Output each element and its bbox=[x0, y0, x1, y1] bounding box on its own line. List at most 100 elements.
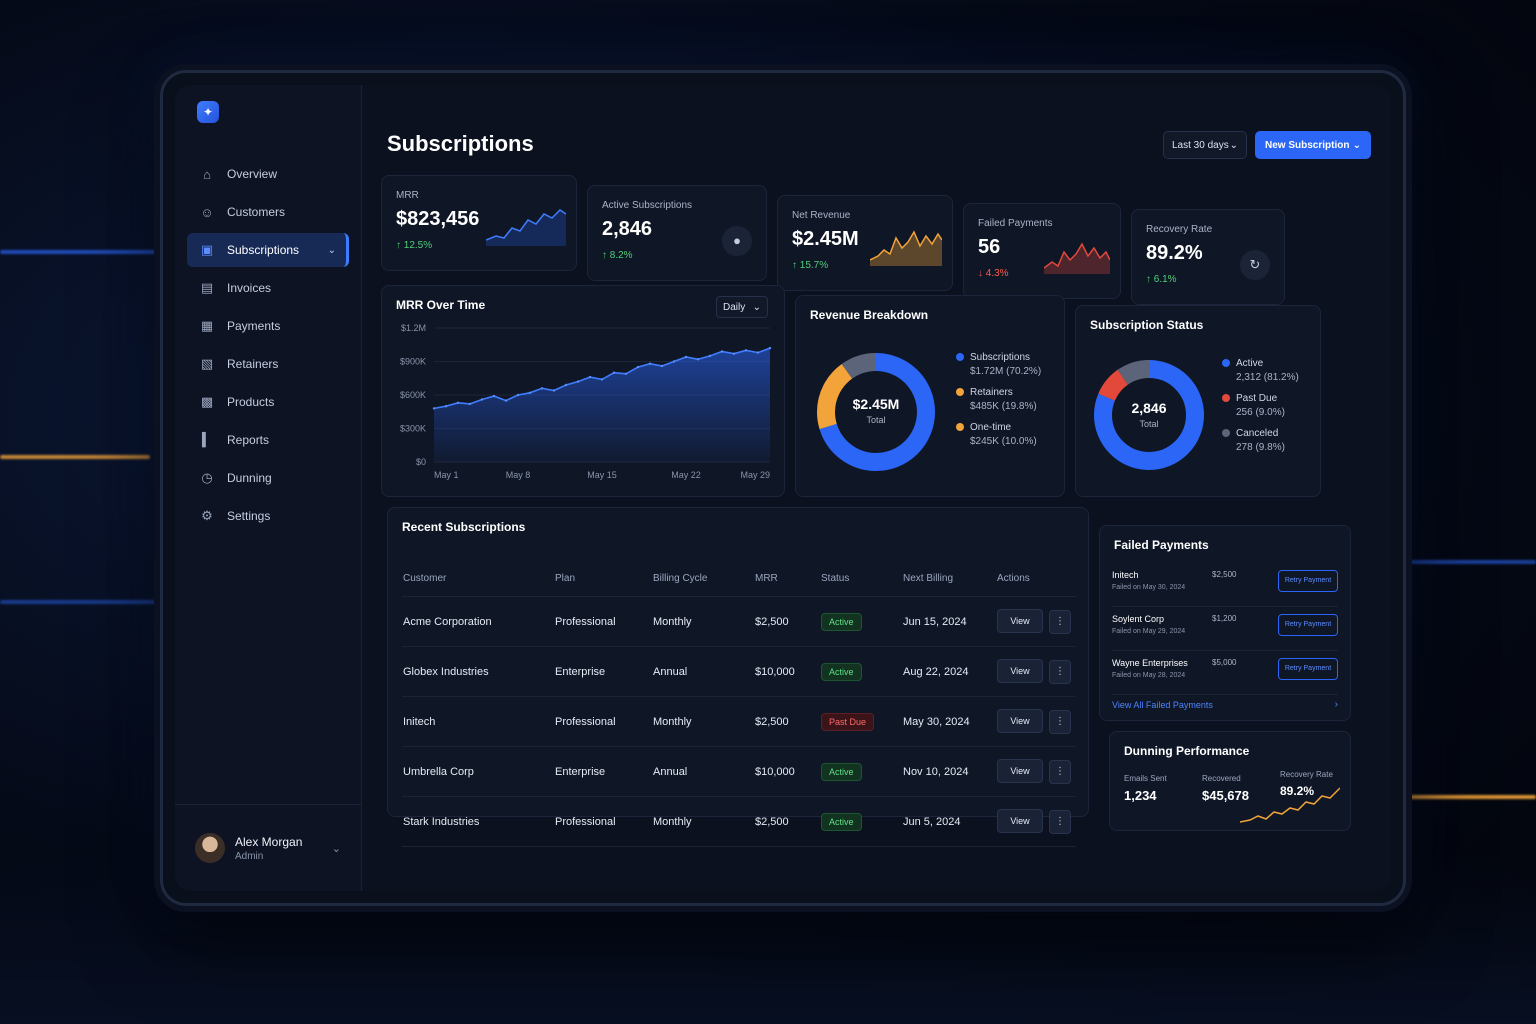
mrr-data-point bbox=[468, 402, 472, 406]
retry-payment-button[interactable]: Retry Payment bbox=[1278, 658, 1338, 680]
failed-payment-amount: $2,500 bbox=[1212, 570, 1237, 579]
sidebar-nav: ⌂ Overview ☺ Customers ▣ Subscriptions ⌄ ▤ In… bbox=[187, 157, 349, 537]
mrr-data-point bbox=[588, 375, 592, 379]
failed-payment-customer: Wayne Enterprises bbox=[1112, 658, 1188, 668]
sidebar-item-label: Dunning bbox=[227, 471, 272, 485]
retry-payment-button[interactable]: Retry Payment bbox=[1278, 570, 1338, 592]
view-button[interactable]: View bbox=[997, 659, 1043, 683]
app-screen: ✦ ⌂ Overview ☺ Customers ▣ Subscriptions ⌄ ▤… bbox=[175, 85, 1391, 891]
view-button[interactable]: View bbox=[997, 759, 1043, 783]
retry-payment-button[interactable]: Retry Payment bbox=[1278, 614, 1338, 636]
kpi-change: ↓ 4.3% bbox=[978, 268, 1009, 279]
granularity-select[interactable]: Daily ⌄ bbox=[716, 296, 768, 318]
more-options-icon[interactable]: ⋮ bbox=[1049, 610, 1071, 634]
donut-center: 2,846 Total bbox=[1119, 400, 1179, 429]
failed-payment-amount: $1,200 bbox=[1212, 614, 1237, 623]
failed-payment-row: Wayne Enterprises Failed on May 28, 2024… bbox=[1112, 654, 1338, 695]
chevron-down-icon: ⌄ bbox=[1352, 139, 1361, 151]
table-row[interactable]: Globex Industries Enterprise Annual $10,… bbox=[402, 646, 1076, 697]
table-row[interactable]: Umbrella Corp Enterprise Annual $10,000 … bbox=[402, 746, 1076, 797]
sidebar-item-label: Products bbox=[227, 395, 275, 409]
cell-customer: Globex Industries bbox=[402, 646, 554, 697]
cell-plan: Enterprise bbox=[554, 746, 652, 797]
cell-plan: Professional bbox=[554, 596, 652, 647]
date-range-select[interactable]: Last 30 days ⌄ bbox=[1163, 131, 1247, 159]
sidebar-item-customers[interactable]: ☺ Customers bbox=[187, 195, 349, 229]
cell-cycle: Annual bbox=[652, 746, 754, 797]
mrr-data-point bbox=[480, 398, 484, 401]
box-icon: ▩ bbox=[200, 394, 214, 409]
mrr-data-point bbox=[540, 387, 544, 390]
more-options-icon[interactable]: ⋮ bbox=[1049, 760, 1071, 784]
sidebar-item-dunning[interactable]: ◷ Dunning bbox=[187, 461, 349, 495]
new-subscription-button[interactable]: New Subscription ⌄ bbox=[1255, 131, 1371, 159]
sidebar-item-products[interactable]: ▩ Products bbox=[187, 385, 349, 419]
dunning-rate-value: 89.2% bbox=[1280, 784, 1315, 798]
retainer-icon: ▧ bbox=[200, 356, 214, 371]
sidebar-item-payments[interactable]: ▦ Payments bbox=[187, 309, 349, 343]
table-row[interactable]: Stark Industries Professional Monthly $2… bbox=[402, 796, 1076, 847]
sidebar-item-label: Overview bbox=[227, 167, 278, 181]
sidebar-item-reports[interactable]: ▍ Reports bbox=[187, 423, 349, 457]
donut-segment-canceled bbox=[1094, 360, 1204, 470]
more-options-icon[interactable]: ⋮ bbox=[1049, 810, 1071, 834]
sidebar-item-invoices[interactable]: ▤ Invoices bbox=[187, 271, 349, 305]
mrr-data-point bbox=[648, 362, 652, 365]
user-name: Alex Morgan bbox=[235, 834, 303, 849]
column-header[interactable]: Status bbox=[820, 560, 902, 597]
mrr-data-point bbox=[756, 351, 760, 354]
mrr-data-point bbox=[768, 346, 772, 350]
column-header: Actions bbox=[996, 560, 1076, 597]
sidebar-item-retainers[interactable]: ▧ Retainers bbox=[187, 347, 349, 381]
cell-customer: Stark Industries bbox=[402, 796, 554, 847]
chevron-down-icon: ⌄ bbox=[331, 842, 341, 855]
view-all-failed-payments-link[interactable]: View All Failed Payments bbox=[1112, 700, 1213, 710]
kpi-change: ↑ 8.2% bbox=[602, 250, 633, 261]
user-menu[interactable]: Alex Morgan Admin ⌄ bbox=[175, 804, 361, 891]
more-options-icon[interactable]: ⋮ bbox=[1049, 710, 1071, 734]
column-header[interactable]: MRR bbox=[754, 560, 820, 597]
app-logo-icon[interactable]: ✦ bbox=[197, 101, 219, 123]
light-streak bbox=[1400, 560, 1536, 564]
status-badge: Active bbox=[821, 662, 862, 681]
failed-payment-date: Failed on May 30, 2024 bbox=[1112, 584, 1186, 591]
status-badge: Past Due bbox=[821, 712, 875, 731]
failed-payment-row: Initech Failed on May 30, 2024 $2,500 Re… bbox=[1112, 566, 1338, 607]
column-header[interactable]: Next Billing bbox=[902, 560, 996, 597]
card-title: Failed Payments bbox=[1114, 538, 1209, 552]
light-streak bbox=[0, 600, 160, 604]
kpi-card-mrr: MRR $823,456 ↑ 12.5% bbox=[381, 175, 577, 271]
kpi-change: ↑ 12.5% bbox=[396, 240, 433, 251]
kpi-label: Failed Payments bbox=[978, 218, 1053, 229]
column-header[interactable]: Billing Cycle bbox=[652, 560, 754, 597]
donut-total-value: 2,846 bbox=[1131, 400, 1167, 416]
status-badge: Active bbox=[821, 612, 862, 631]
sidebar-item-label: Settings bbox=[227, 509, 271, 523]
tablet-frame: ✦ ⌂ Overview ☺ Customers ▣ Subscriptions ⌄ ▤… bbox=[160, 70, 1406, 906]
view-button[interactable]: View bbox=[997, 809, 1043, 833]
sidebar-item-label: Subscriptions bbox=[227, 243, 300, 257]
column-header[interactable]: Customer bbox=[402, 560, 554, 597]
chevron-right-icon[interactable]: › bbox=[1334, 699, 1338, 710]
clock-icon: ◷ bbox=[201, 470, 213, 485]
donut-total-value: $2.45M bbox=[852, 396, 900, 412]
view-button[interactable]: View bbox=[997, 609, 1043, 633]
table-row[interactable]: Acme Corporation Professional Monthly $2… bbox=[402, 596, 1076, 647]
cell-customer: Umbrella Corp bbox=[402, 746, 554, 797]
sidebar-item-overview[interactable]: ⌂ Overview bbox=[187, 157, 349, 191]
column-header[interactable]: Plan bbox=[554, 560, 652, 597]
cell-cycle: Monthly bbox=[652, 696, 754, 747]
failed-payments-sparkline bbox=[1044, 242, 1110, 274]
kpi-change: ↑ 6.1% bbox=[1146, 274, 1177, 285]
more-options-icon[interactable]: ⋮ bbox=[1049, 660, 1071, 684]
mrr-data-point bbox=[612, 371, 616, 374]
sidebar-item-settings[interactable]: ⚙ Settings bbox=[187, 499, 349, 533]
cell-plan: Professional bbox=[554, 796, 652, 847]
x-tick-label: May 15 bbox=[587, 470, 617, 480]
sidebar: ✦ ⌂ Overview ☺ Customers ▣ Subscriptions ⌄ ▤… bbox=[175, 85, 362, 891]
light-streak bbox=[1400, 795, 1536, 799]
view-button[interactable]: View bbox=[997, 709, 1043, 733]
status-donut bbox=[1094, 360, 1204, 470]
table-row[interactable]: Initech Professional Monthly $2,500 Past… bbox=[402, 696, 1076, 747]
sidebar-item-subscriptions[interactable]: ▣ Subscriptions ⌄ bbox=[187, 233, 349, 267]
